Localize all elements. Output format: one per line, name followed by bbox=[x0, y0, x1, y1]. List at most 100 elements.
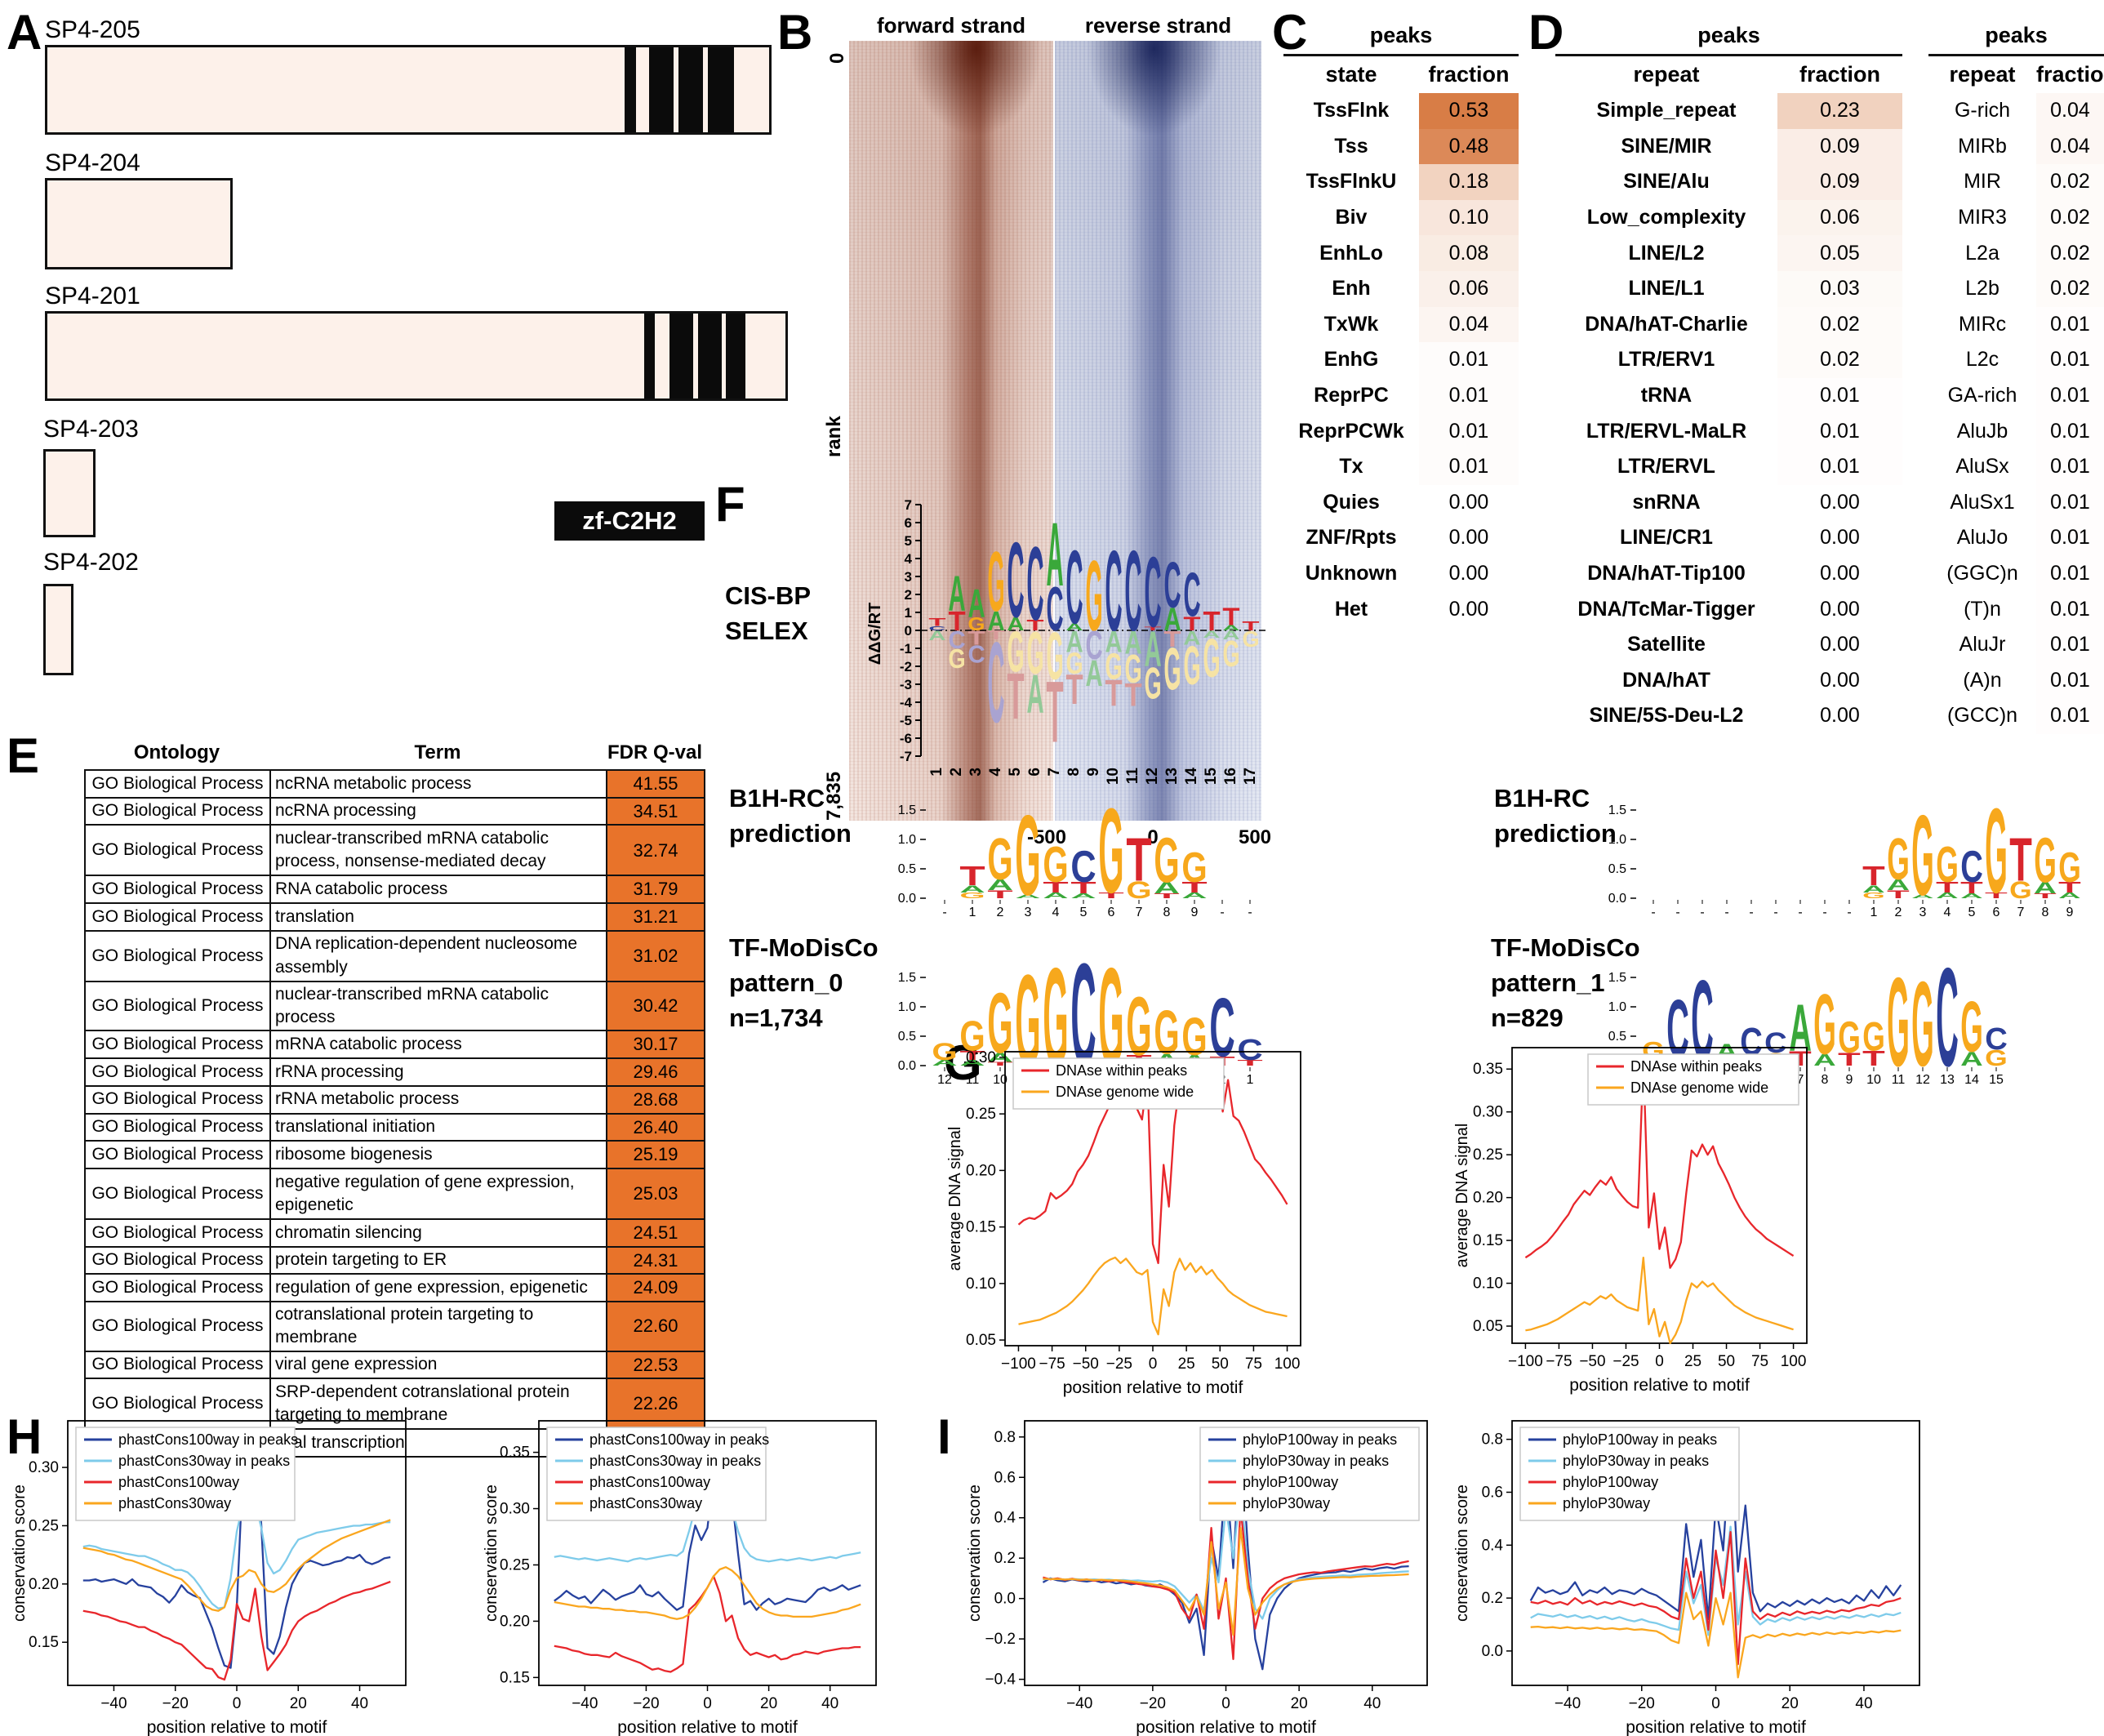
logo-letter-A: A bbox=[1813, 1052, 1836, 1070]
row-name: LINE/L1 bbox=[1628, 277, 1705, 300]
legend-label: phastCons100way in peaks bbox=[589, 1431, 769, 1448]
logo-letter-T: T bbox=[1181, 879, 1207, 896]
logo-letter-G: G bbox=[1242, 626, 1259, 652]
row-name: MIRc bbox=[1958, 312, 2007, 336]
table-row: GO Biological Process DNA replication-dep… bbox=[84, 929, 705, 982]
y-tick-label: 0.15 bbox=[500, 1669, 530, 1686]
logo-letter-G: G bbox=[1126, 980, 1151, 1073]
y-tick-label: 0.25 bbox=[1473, 1146, 1503, 1164]
heatmap-forward-strand bbox=[849, 41, 1053, 821]
row-fraction: 0.01 bbox=[1448, 348, 1489, 372]
logo-letter-T: T bbox=[948, 607, 966, 637]
x-tick-label: 0 bbox=[1149, 1355, 1158, 1373]
logo-letter-G: G bbox=[2058, 844, 2081, 892]
legend-label: phastCons30way in peaks bbox=[589, 1453, 761, 1469]
row-name: Satellite bbox=[1627, 633, 1706, 657]
table-cell: GO Biological Process bbox=[84, 1300, 271, 1352]
logo-letter-G: G bbox=[1936, 837, 1959, 893]
x-axis-label: position relative to motif bbox=[1063, 1378, 1243, 1397]
row-name: DNA/TcMar-Tigger bbox=[1577, 597, 1755, 621]
logo-letter-A: A bbox=[1026, 664, 1043, 725]
y-tick-label: 0.30 bbox=[1473, 1104, 1503, 1121]
y-tick-label: 0.6 bbox=[994, 1469, 1016, 1486]
row-name: ZNF/Rpts bbox=[1306, 526, 1397, 550]
b1h-right-logo: 1.51.00.50.0- - - - - - - - -GAT1TAG2AG3ATG4ATC5… bbox=[1608, 784, 2081, 919]
logo-letter-G: G bbox=[987, 535, 1004, 630]
legend-box bbox=[1519, 1427, 1740, 1521]
logo-letter-G: G bbox=[1046, 618, 1063, 693]
logo-x-tick-label: - bbox=[1220, 906, 1224, 919]
logo-letter-C: C bbox=[987, 618, 1004, 746]
row-name: L2a bbox=[1965, 241, 1999, 265]
selex-x-tick-label: 2 bbox=[948, 768, 965, 777]
logo-letter-A: A bbox=[1105, 625, 1122, 658]
logo-letter-C: C bbox=[1046, 575, 1063, 644]
logo-letter-C: C bbox=[948, 626, 965, 654]
series-orange bbox=[1018, 1256, 1288, 1336]
logo-letter-C: C bbox=[1124, 527, 1141, 655]
row-fraction: 0.04 bbox=[2036, 128, 2104, 165]
row-fraction: 0.00 bbox=[1820, 526, 1860, 550]
logo-y-tick-label: 0.0 bbox=[898, 1059, 916, 1073]
logo-letter-T: T bbox=[1936, 879, 1959, 896]
y-tick-label: 0.10 bbox=[966, 1275, 996, 1293]
table-cell: GO Biological Process bbox=[84, 1350, 271, 1380]
series-red bbox=[554, 1575, 861, 1673]
table-cell: 24.31 bbox=[606, 1245, 705, 1275]
table-row: GO Biological Process nuclear-transcribed… bbox=[84, 824, 705, 877]
logo-y-tick-label: 1.5 bbox=[1608, 803, 1626, 817]
y-tick-label: −0.4 bbox=[985, 1671, 1016, 1689]
table-cell: GO Biological Process bbox=[84, 1245, 271, 1275]
logo-letter-G: G bbox=[1911, 791, 1934, 919]
y-axis-label: average DNA signal bbox=[1453, 1124, 1471, 1268]
logo-x-tick-label: 9 bbox=[1191, 906, 1199, 919]
zinc-finger-stripe bbox=[669, 314, 693, 398]
col-header: repeat bbox=[1633, 62, 1700, 87]
x-tick-label: 0 bbox=[1221, 1695, 1230, 1712]
logo-x-tick-label: 13 bbox=[1940, 1073, 1955, 1087]
logo-x-tick-label: 8 bbox=[1822, 1073, 1829, 1087]
x-tick-label: 75 bbox=[1245, 1355, 1262, 1373]
row-fraction: 0.00 bbox=[1820, 633, 1860, 657]
y-tick-label: 0.35 bbox=[1473, 1061, 1503, 1078]
series-lightblue bbox=[1530, 1525, 1902, 1636]
y-tick-label: 0.20 bbox=[500, 1613, 530, 1630]
modisco-left-label-2: pattern_0 bbox=[729, 968, 843, 997]
table-cell: 32.74 bbox=[606, 824, 705, 877]
logo-x-tick-label: 1 bbox=[1247, 1073, 1254, 1087]
table-cell: translational initiation bbox=[269, 1112, 607, 1142]
logo-letter-T: T bbox=[1124, 677, 1141, 713]
selex-x-tick-label: 8 bbox=[1065, 768, 1083, 777]
selex-x-tick-label: 16 bbox=[1222, 768, 1239, 785]
row-name: TssFlnkU bbox=[1306, 170, 1397, 194]
isoform-label: SP4-203 bbox=[43, 416, 139, 443]
table-row: GO Biological Process cotranslational pro… bbox=[84, 1300, 705, 1352]
logo-letter-T: T bbox=[1070, 879, 1096, 897]
selex-x-tick-label: 3 bbox=[967, 768, 985, 777]
row-name: Quies bbox=[1323, 490, 1380, 514]
row-name: snRNA bbox=[1632, 490, 1701, 514]
go-table: GO Biological Process ncRNA metabolic pro… bbox=[84, 769, 705, 1458]
row-fraction: 0.01 bbox=[2050, 455, 2090, 479]
y-tick-label: 0.2 bbox=[994, 1550, 1016, 1567]
logo-letter-A: A bbox=[1065, 625, 1083, 658]
selex-y-tick-label: 2 bbox=[905, 587, 912, 603]
y-tick-label: −0.2 bbox=[985, 1631, 1016, 1648]
table-row: GO Biological Process mRNA catabolic proc… bbox=[84, 1030, 705, 1060]
row-fraction: 0.01 bbox=[2050, 562, 2090, 585]
y-axis-label: conservation score bbox=[483, 1485, 500, 1622]
heatmap-x-tick: -500 bbox=[1026, 826, 1067, 848]
row-fraction: 0.00 bbox=[1820, 668, 1860, 692]
e-header-fdr: FDR Q-val bbox=[607, 741, 702, 763]
y-tick-label: 0.20 bbox=[29, 1576, 59, 1593]
table-cell: 31.79 bbox=[606, 875, 705, 905]
x-tick-label: 40 bbox=[1855, 1695, 1872, 1712]
modisco-right-label-2: pattern_1 bbox=[1491, 968, 1605, 997]
isoform-label: SP4-205 bbox=[45, 16, 140, 43]
legend-label: phastCons100way in peaks bbox=[118, 1431, 298, 1448]
isoform-bar bbox=[43, 584, 73, 675]
modisco-left-label-3: n=1,734 bbox=[729, 1004, 823, 1032]
logo-x-tick-label: 9 bbox=[1846, 1073, 1853, 1087]
logo-x-tick-label: 11 bbox=[966, 1073, 980, 1087]
